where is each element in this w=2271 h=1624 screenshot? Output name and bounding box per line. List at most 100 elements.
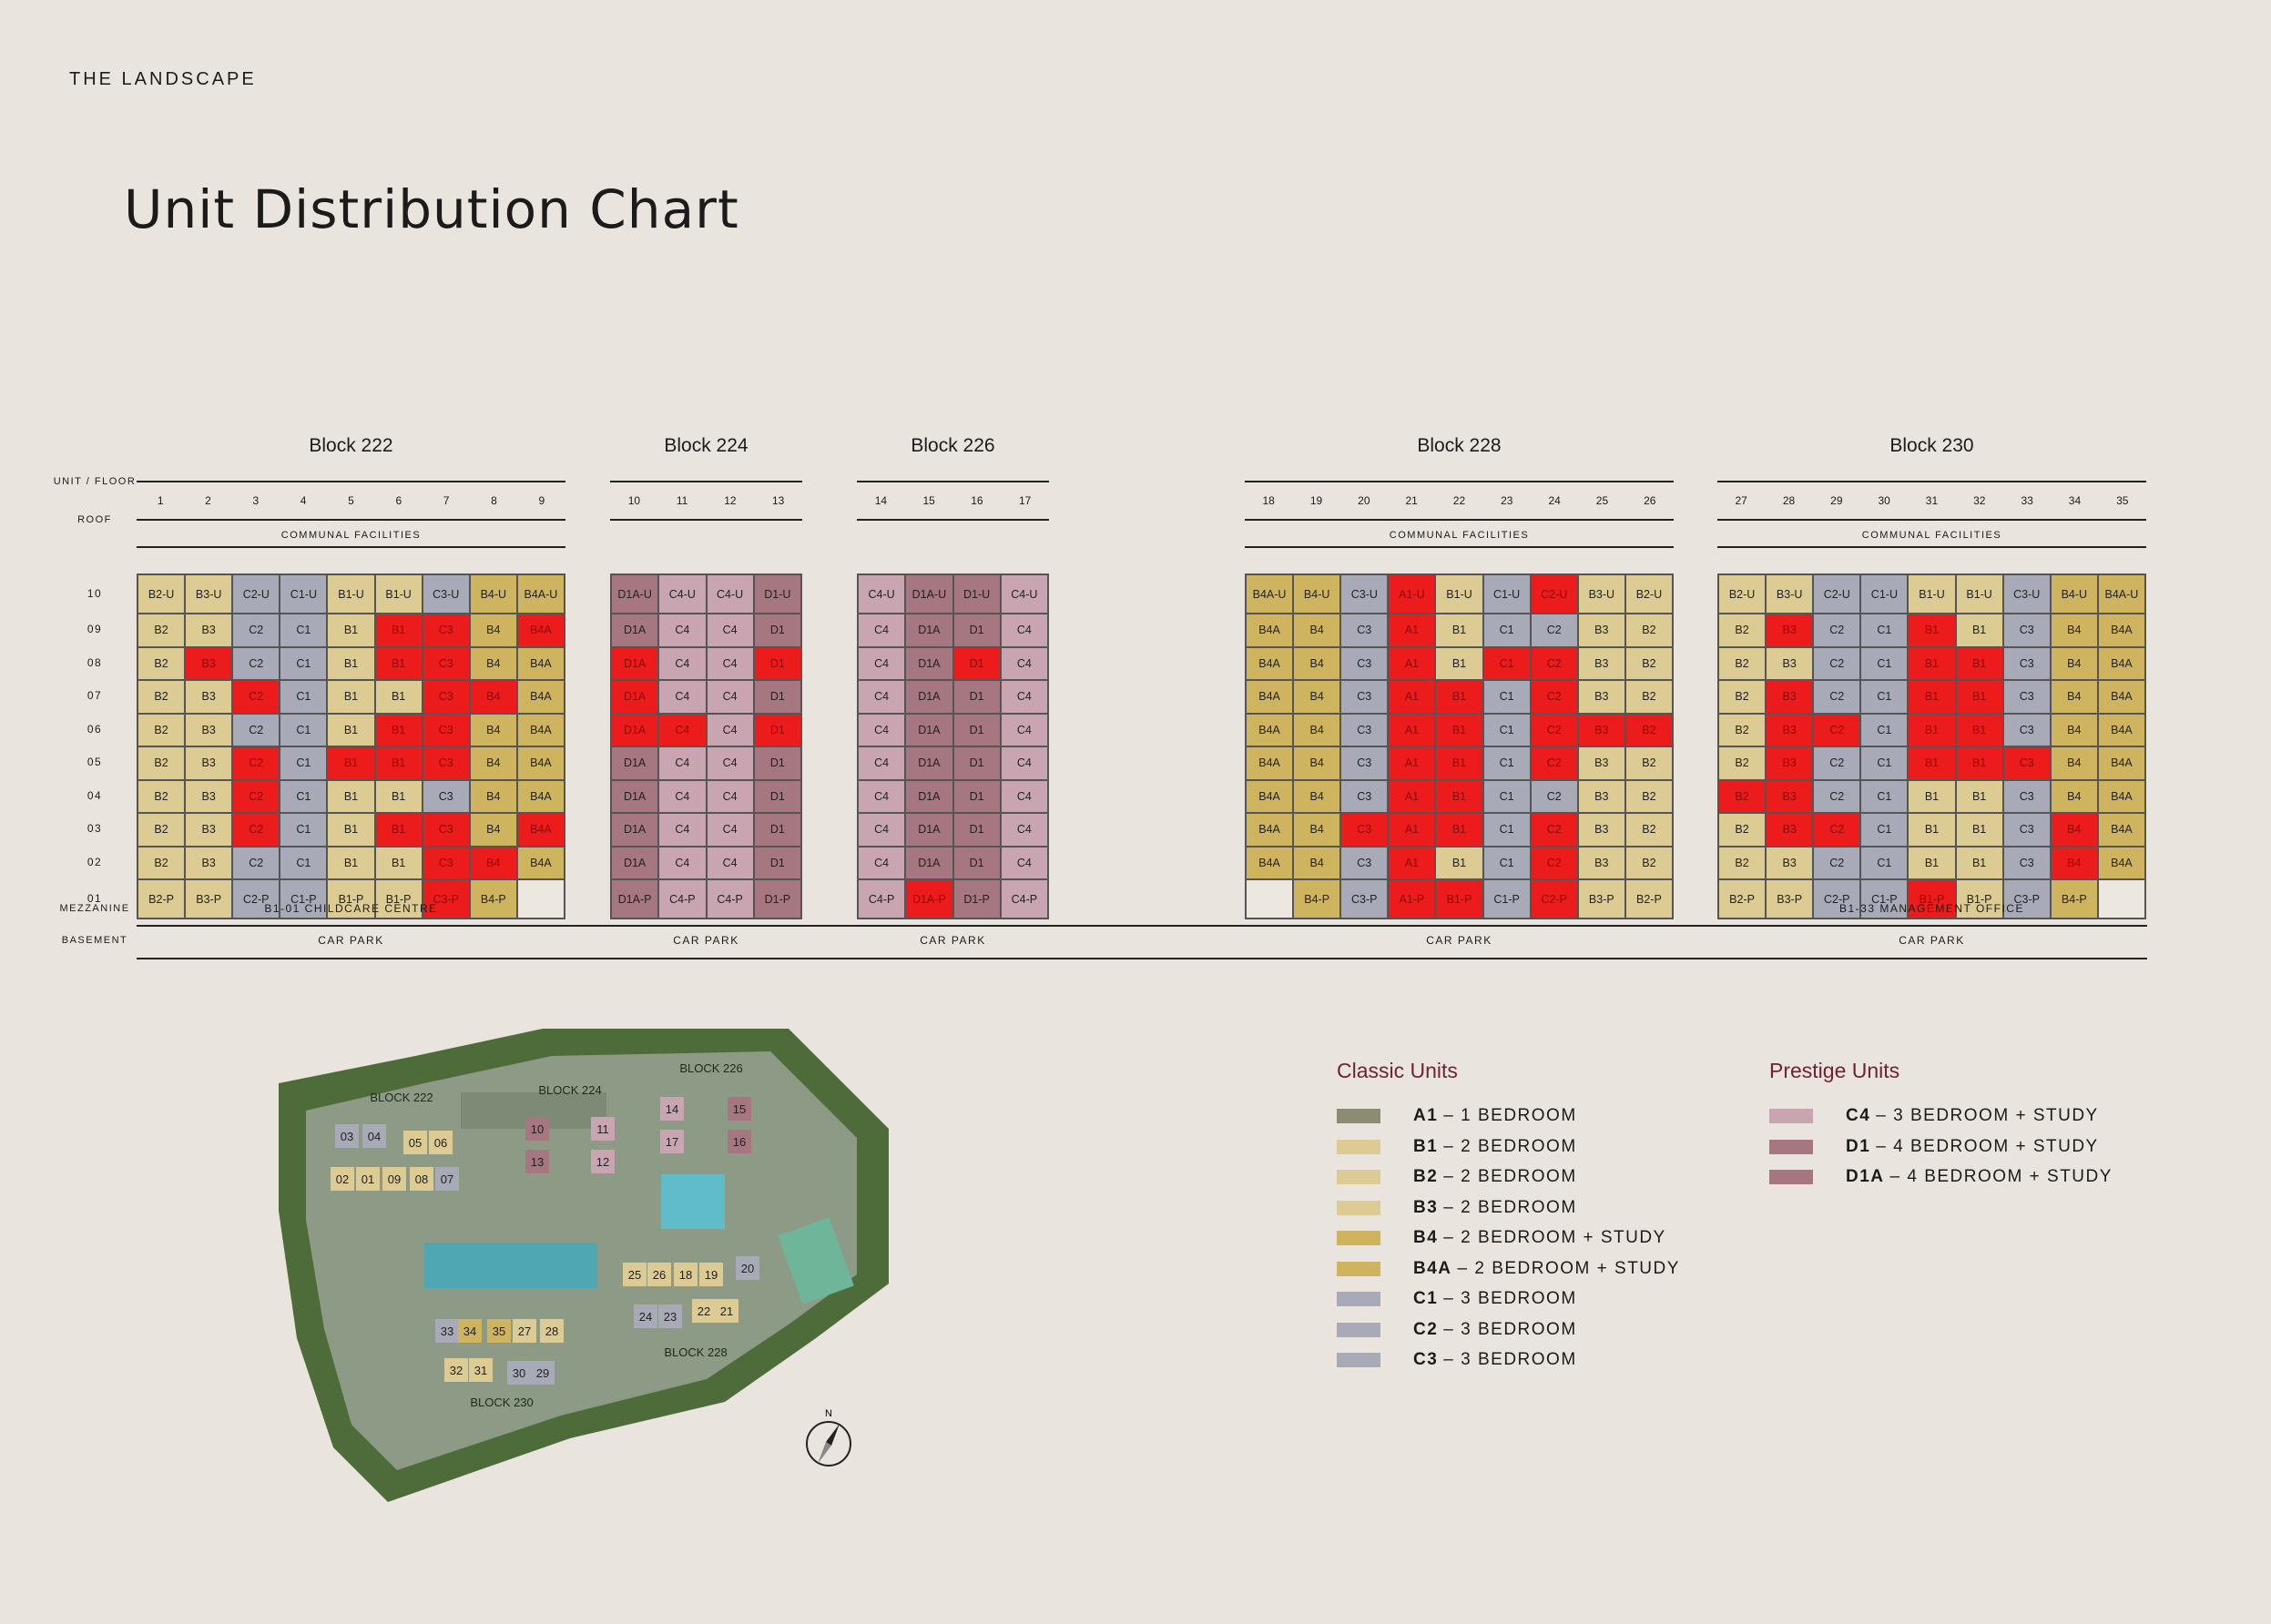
- unit-cell: C3: [422, 713, 470, 746]
- legend-swatch: [1337, 1231, 1380, 1245]
- unit-cell: C4: [706, 680, 754, 714]
- site-plan-unit-number: 18: [679, 1268, 692, 1282]
- legend-item-b2: B2– 2 BEDROOM: [1337, 1166, 1577, 1188]
- floor-label-02: 02: [87, 855, 103, 868]
- unit-cell: B4: [1293, 646, 1341, 680]
- site-plan-unit-number: 25: [628, 1268, 641, 1282]
- classic-units-title: Classic Units: [1337, 1059, 1458, 1082]
- unit-cell: C2: [232, 779, 280, 813]
- floor-label-09: 09: [87, 623, 103, 636]
- unit-cell: D1A-U: [611, 574, 659, 614]
- site-plan-unit-number: 31: [474, 1364, 487, 1377]
- unit-cell: B1-U: [374, 574, 423, 614]
- unit-cell: C3: [1340, 779, 1389, 813]
- unit-cell: C1: [280, 779, 328, 813]
- tennis-court: [778, 1217, 854, 1304]
- site-plan: 03 04 05 06 02 01 09 08 07 10 11 13 12 14 15 17 16 25 26 18…: [279, 1029, 889, 1502]
- unit-number: 22: [1452, 494, 1466, 507]
- unit-cell: C1: [280, 713, 328, 746]
- unit-cell: B4A: [1246, 779, 1294, 813]
- unit-cell: C1: [280, 846, 328, 879]
- unit-cell: B2: [1718, 646, 1767, 680]
- unit-cell: C4: [858, 646, 906, 680]
- unit-cell: C2: [1530, 813, 1578, 847]
- unit-cell: D1A-P: [611, 879, 659, 919]
- site-plan-unit-block: [591, 1117, 615, 1141]
- legend-description: – 4 BEDROOM + STUDY: [1876, 1136, 2099, 1156]
- unit-cell: C1: [1482, 713, 1531, 746]
- unit-cell: B1: [327, 680, 375, 714]
- unit-cell: B4: [2050, 680, 2098, 714]
- unit-cell: C2: [1530, 846, 1578, 879]
- site-plan-unit-number: 04: [368, 1130, 381, 1143]
- unit-cell: C3: [1340, 614, 1389, 647]
- legend-item-b4a: B4A – 2 BEDROOM + STUDY: [1337, 1258, 1680, 1280]
- unit-cell: D1: [753, 813, 801, 847]
- unit-cell: C2: [232, 746, 280, 780]
- unit-cell: B4-U: [2050, 574, 2098, 614]
- empty-cell: [516, 879, 565, 919]
- unit-cell: B1-P: [327, 879, 375, 919]
- car-park-222: CAR PARK: [318, 934, 384, 947]
- legend-swatch: [1337, 1200, 1380, 1215]
- unit-cell: A1: [1388, 614, 1436, 647]
- unit-cell: C3: [2002, 813, 2051, 847]
- site-plan-unit-number: 19: [705, 1268, 718, 1282]
- unit-cell: B1: [374, 846, 423, 879]
- unit-cell: B4: [469, 846, 517, 879]
- unit-cell: B4A: [516, 746, 565, 780]
- unit-cell: D1-P: [753, 879, 801, 919]
- unit-cell: D1A: [611, 779, 659, 813]
- site-plan-unit-block: [658, 1304, 682, 1328]
- unit-cell: B1: [327, 614, 375, 647]
- site-plan-unit-number: 30: [513, 1366, 525, 1380]
- unit-cell: C4: [858, 713, 906, 746]
- unit-cell: C4: [858, 813, 906, 847]
- site-plan-unit-block: [728, 1130, 751, 1153]
- unit-cell: B4-P: [2050, 879, 2098, 919]
- unit-number: 15: [922, 494, 935, 507]
- unit-cell: D1A: [905, 614, 953, 647]
- unit-cell: B1-P: [1908, 879, 1956, 919]
- unit-cell: B2: [1624, 713, 1673, 746]
- legend-item-c2: C2– 3 BEDROOM: [1337, 1319, 1577, 1341]
- unit-cell: B1-U: [1955, 574, 2003, 614]
- unit-cell: C4: [1000, 646, 1048, 680]
- legend-description: – 2 BEDROOM: [1443, 1167, 1577, 1186]
- unit-cell: D1: [753, 646, 801, 680]
- unit-cell: B4A: [2097, 680, 2145, 714]
- site-plan-unit-block: [525, 1117, 549, 1141]
- unit-cell: B2: [1718, 779, 1767, 813]
- unit-cell: C4: [1000, 614, 1048, 647]
- unit-cell: C4: [1000, 846, 1048, 879]
- site-plan-unit-number: 27: [518, 1325, 531, 1338]
- unit-cell: C3: [422, 813, 470, 847]
- unit-cell: A1: [1388, 779, 1436, 813]
- floor-label-05: 05: [87, 756, 103, 769]
- unit-cell: B4: [469, 779, 517, 813]
- block-224: Block 224 10 11 12 13 D1A-U C4-U C4-U D1-U D1A C4 C…: [610, 435, 802, 919]
- unit-number: 26: [1644, 494, 1656, 507]
- unit-cell: B2: [1624, 846, 1673, 879]
- unit-cell: B2-U: [137, 574, 186, 614]
- unit-cell: C2-U: [232, 574, 280, 614]
- unit-cell: B1: [327, 746, 375, 780]
- unit-cell: C3: [2002, 614, 2051, 647]
- unit-cell: C4-U: [706, 574, 754, 614]
- unit-cell: C1: [1860, 614, 1909, 647]
- unit-cell: C2: [1530, 646, 1578, 680]
- block-title: Block 226: [911, 435, 995, 456]
- site-plan-block-label: BLOCK 224: [538, 1083, 601, 1097]
- unit-cell: B4A: [2097, 713, 2145, 746]
- unit-cell: B3-P: [1766, 879, 1814, 919]
- unit-cell: C1: [1860, 680, 1909, 714]
- unit-cell: C2: [1813, 779, 1861, 813]
- unit-cell: B2: [1718, 813, 1767, 847]
- unit-cell: B4A-U: [1246, 574, 1294, 614]
- unit-cell: C3-U: [422, 574, 470, 614]
- block-title: Block 228: [1417, 435, 1502, 456]
- unit-cell: C4: [706, 746, 754, 780]
- unit-cell: B1: [327, 646, 375, 680]
- unit-cell: B3: [1766, 779, 1814, 813]
- unit-cell: B1: [1908, 713, 1956, 746]
